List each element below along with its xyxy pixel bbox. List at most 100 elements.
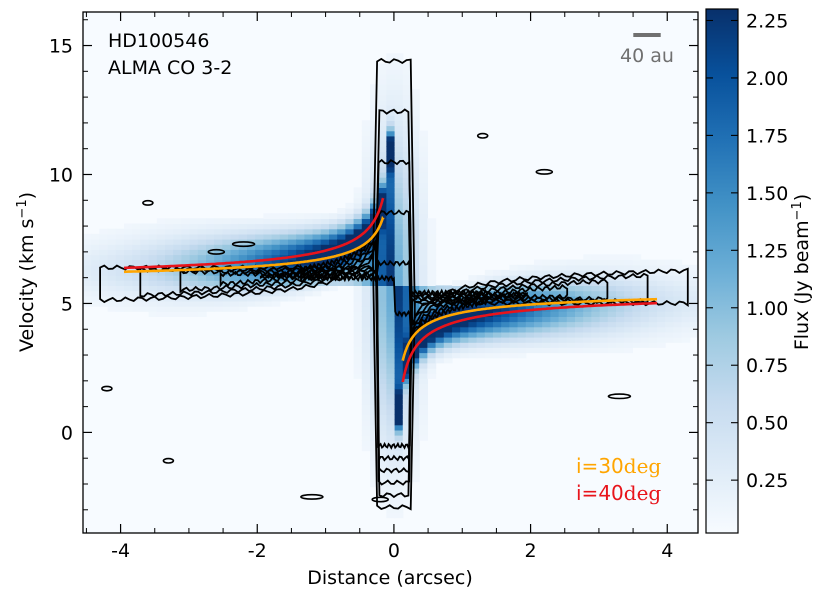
heatmap-cell — [411, 388, 420, 395]
heatmap-cell — [263, 228, 273, 235]
heatmap-cell — [386, 471, 396, 477]
heatmap-cell — [411, 285, 420, 292]
heatmap-cell — [411, 465, 420, 472]
heatmap-cell — [378, 233, 387, 240]
heatmap-cell — [648, 259, 658, 266]
heatmap-cell — [616, 285, 625, 292]
heatmap-cell — [124, 306, 133, 312]
heatmap-cell — [124, 290, 133, 297]
heatmap-cell — [501, 337, 510, 343]
heatmap-cell — [657, 280, 666, 286]
heatmap-cell — [542, 347, 551, 354]
heatmap-cell — [616, 311, 625, 317]
heatmap-cell — [534, 280, 543, 286]
heatmap-cell — [534, 264, 543, 271]
heatmap-cell — [115, 244, 125, 250]
heatmap-cell — [214, 223, 223, 230]
heatmap-cell — [230, 285, 240, 292]
heatmap-cell — [402, 130, 412, 137]
heatmap-cell — [591, 342, 601, 348]
heatmap-cell — [599, 337, 609, 343]
heatmap-cell — [411, 197, 420, 204]
heatmap-cell — [591, 311, 601, 317]
heatmap-cell — [230, 223, 240, 230]
heatmap-cell — [361, 326, 371, 333]
heatmap-cell — [427, 331, 437, 338]
heatmap-cell — [517, 331, 527, 338]
heatmap-cell — [427, 362, 437, 369]
heatmap-cell — [673, 264, 683, 271]
heatmap-cell — [394, 414, 404, 421]
heatmap-cell — [263, 259, 273, 266]
heatmap-cell — [271, 300, 281, 307]
heatmap-cell — [189, 244, 199, 250]
heatmap-cell — [386, 512, 396, 519]
heatmap-cell — [115, 306, 125, 312]
heatmap-cell — [148, 295, 158, 302]
heatmap-cell — [115, 290, 125, 297]
heatmap-cell — [361, 367, 371, 374]
heatmap-cell — [173, 223, 182, 230]
heatmap-cell — [394, 104, 404, 111]
heatmap-cell — [394, 141, 404, 147]
heatmap-cell — [329, 228, 338, 235]
heatmap-cell — [419, 249, 428, 256]
heatmap-cell — [378, 110, 387, 116]
heatmap-cell — [353, 290, 363, 297]
heatmap-cell — [156, 239, 166, 245]
heatmap-cell — [558, 275, 568, 281]
heatmap-cell — [673, 290, 683, 297]
heatmap-cell — [378, 151, 387, 158]
heatmap-cell — [394, 460, 404, 467]
heatmap-cell — [558, 331, 568, 338]
heatmap-cell — [378, 471, 387, 477]
heatmap-cell — [501, 326, 510, 333]
heatmap-cell — [394, 233, 404, 240]
heatmap-cell — [419, 352, 428, 359]
heatmap-cell — [411, 275, 420, 281]
heatmap-cell — [247, 223, 256, 230]
heatmap-cell — [378, 357, 387, 364]
heatmap-cell — [681, 290, 691, 297]
heatmap-cell — [378, 378, 387, 384]
heatmap-cell — [206, 275, 215, 281]
heatmap-cell — [443, 337, 453, 343]
heatmap-cell — [312, 259, 322, 266]
heatmap-cell — [189, 280, 199, 286]
heatmap-cell — [419, 367, 428, 374]
heatmap-cell — [583, 342, 592, 348]
heatmap-cell — [386, 233, 396, 240]
heatmap-cell — [468, 342, 478, 348]
heatmap-cell — [247, 218, 256, 225]
heatmap-cell — [222, 254, 232, 261]
heatmap-cell — [255, 239, 264, 245]
heatmap-cell — [616, 342, 625, 348]
heatmap-cell — [493, 275, 502, 281]
heatmap-cell — [566, 285, 576, 292]
heatmap-cell — [673, 337, 683, 343]
heatmap-cell — [411, 367, 420, 374]
heatmap-cell — [427, 337, 437, 343]
heatmap-cell — [271, 218, 281, 225]
heatmap-cell — [681, 280, 691, 286]
heatmap-cell — [378, 99, 387, 106]
heatmap-cell — [394, 409, 404, 415]
heatmap-cell — [607, 331, 617, 338]
heatmap-cell — [165, 285, 174, 292]
heatmap-cell — [165, 233, 174, 240]
heatmap-cell — [550, 337, 560, 343]
heatmap-cell — [353, 331, 363, 338]
heatmap-cell — [575, 337, 584, 343]
heatmap-cell — [394, 445, 404, 452]
heatmap-cell — [657, 306, 666, 312]
heatmap-cell — [591, 269, 601, 276]
heatmap-cell — [624, 326, 633, 333]
heatmap-cell — [189, 228, 199, 235]
heatmap-cell — [640, 275, 650, 281]
heatmap-cell — [263, 233, 273, 240]
heatmap-cell — [140, 259, 150, 266]
heatmap-cell — [402, 79, 412, 85]
heatmap-cell — [558, 285, 568, 292]
heatmap-cell — [197, 300, 207, 307]
heatmap-cell — [378, 68, 387, 75]
